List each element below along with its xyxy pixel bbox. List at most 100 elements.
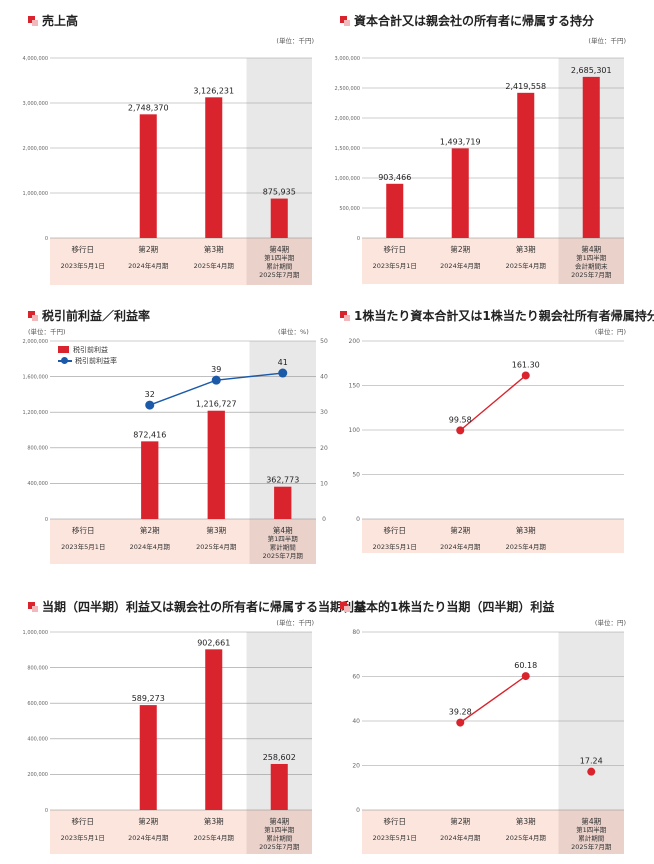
bar (270, 763, 288, 810)
y-tick-label: 1,600,000 (23, 374, 48, 380)
category-label: 移行日 (72, 244, 95, 254)
category-sublabel: 2023年5月1日 (61, 261, 105, 270)
data-label: 41 (278, 358, 288, 367)
unit-label: (単位：千円) (276, 619, 314, 627)
panel-eps: 基本的1株当たり当期（四半期）利益 (単位：円) 0 20 40 60 80 移行日 202… (340, 598, 630, 860)
category-sublabel: 2025年7月期 (571, 842, 612, 851)
panel-title: 売上高 (28, 12, 78, 29)
unit-label: (単位：千円) (588, 37, 626, 45)
line-point (456, 426, 465, 435)
category-label: 第4期 (581, 244, 601, 254)
data-label: 903,466 (378, 173, 411, 182)
bullet-icon (28, 310, 38, 321)
unit-label: (単位：千円) (276, 37, 314, 45)
data-label: 39.28 (449, 708, 472, 717)
y-tick-label: 800,000 (27, 446, 48, 452)
y-tick-label: 2,000,000 (23, 146, 48, 152)
panel-title: 基本的1株当たり当期（四半期）利益 (340, 598, 554, 615)
y2-tick-label: 0 (322, 516, 326, 523)
bar (274, 486, 292, 519)
y-tick-label: 400,000 (27, 481, 48, 487)
y-tick-label: 2,000,000 (23, 339, 48, 345)
category-sublabel: 2023年5月1日 (61, 833, 105, 842)
y-tick-label: 3,000,000 (335, 56, 360, 62)
data-label: 875,935 (263, 188, 296, 197)
data-label: 39 (211, 365, 221, 374)
category-label: 第4期 (273, 525, 293, 535)
category-label: 第2期 (450, 816, 470, 826)
highlight-category-cell (246, 810, 312, 854)
y-tick-label: 60 (352, 673, 360, 680)
data-label: 1,216,727 (196, 400, 237, 409)
y-tick-label: 2,000,000 (335, 116, 360, 122)
data-label: 258,602 (263, 753, 296, 762)
category-sublabel: 2025年4月期 (194, 833, 235, 842)
highlight-category-cell (246, 238, 312, 285)
category-label: 第2期 (138, 816, 158, 826)
y-tick-label: 1,000,000 (23, 630, 48, 636)
category-sublabel: 2025年7月期 (259, 842, 300, 851)
data-label: 902,661 (197, 638, 230, 647)
category-sublabel: 2024年4月期 (440, 833, 481, 842)
category-sublabel: 2024年4月期 (128, 833, 169, 842)
legend-item-bar: 税引前利益 (58, 344, 117, 355)
category-sublabel: 会計期間末 (575, 262, 608, 271)
y-tick-label: 0 (45, 808, 48, 814)
highlight-category-cell (558, 810, 624, 854)
series-line-segment (459, 374, 527, 431)
highlight-category-cell (558, 238, 624, 284)
data-label: 589,273 (132, 694, 165, 703)
category-sublabel: 累計期間 (578, 834, 604, 843)
category-sublabel: 2024年4月期 (440, 261, 481, 270)
legend-bar-swatch (58, 346, 69, 353)
category-label: 第4期 (581, 816, 601, 826)
y-tick-label: 2,500,000 (335, 86, 360, 92)
line-point (145, 400, 155, 410)
category-sublabel: 第1四半期 (264, 253, 295, 262)
bar (386, 183, 404, 238)
bar (517, 92, 535, 238)
line-point (211, 375, 221, 385)
y-tick-label: 400,000 (27, 737, 48, 743)
category-sublabel: 2025年4月期 (506, 542, 547, 551)
chart-equity-per-share: 0 50 100 150 200 移行日 2023年5月1日 第2期 2024年4月期 第3期 20… (349, 338, 624, 553)
category-label: 第4期 (269, 244, 289, 254)
category-label: 第2期 (140, 525, 160, 535)
chart-eps: 0 20 40 60 80 移行日 2023年5月1日 第2期 2024年4月期 第3期 2025年… (352, 629, 624, 854)
category-sublabel: 2024年4月期 (130, 542, 171, 551)
y-tick-label: 600,000 (27, 701, 48, 707)
data-label: 2,685,301 (571, 66, 612, 75)
line-point (521, 672, 530, 681)
category-label: 移行日 (72, 525, 95, 535)
bar (270, 198, 288, 238)
unit-label: (単位：円) (594, 328, 626, 336)
panel-equity: 資本合計又は親会社の所有者に帰属する持分 (単位：千円) 0 500,000 1,0… (335, 12, 630, 284)
category-label: 第3期 (206, 525, 226, 535)
bar (451, 148, 469, 238)
bar (205, 97, 223, 238)
data-label: 161.30 (512, 360, 540, 369)
legend-item-line: 税引前利益率 (58, 355, 117, 366)
category-sublabel: 2025年7月期 (263, 551, 304, 560)
series-line-segment (459, 675, 527, 724)
chart-pretax-profit: 0 400,000 800,000 1,200,000 1,600,000 2,000,0… (23, 338, 328, 564)
y-tick-label: 50 (352, 471, 360, 478)
category-label: 第2期 (450, 525, 470, 535)
y-tick-label: 3,000,000 (23, 101, 48, 107)
chart-net-income: 0 200,000 400,000 600,000 800,000 1,000,000 移行… (23, 630, 312, 854)
bar (139, 114, 157, 238)
y-tick-label: 20 (352, 762, 360, 769)
category-sublabel: 累計期間 (270, 543, 296, 552)
y-tick-label: 40 (352, 718, 360, 725)
y-tick-label: 800,000 (27, 665, 48, 671)
panel-net-sales: 売上高 (単位：千円) 0 1,000,000 2,000,000 3,000,000… (23, 12, 318, 285)
category-sublabel: 2025年7月期 (571, 270, 612, 279)
category-sublabel: 2024年4月期 (128, 261, 169, 270)
y2-tick-label: 40 (320, 374, 328, 381)
bar (582, 76, 600, 238)
y-tick-label: 4,000,000 (23, 56, 48, 62)
y-tick-label: 1,200,000 (23, 410, 48, 416)
category-sublabel: 2025年4月期 (194, 261, 235, 270)
bar (205, 649, 223, 810)
y-tick-label: 500,000 (339, 206, 360, 212)
